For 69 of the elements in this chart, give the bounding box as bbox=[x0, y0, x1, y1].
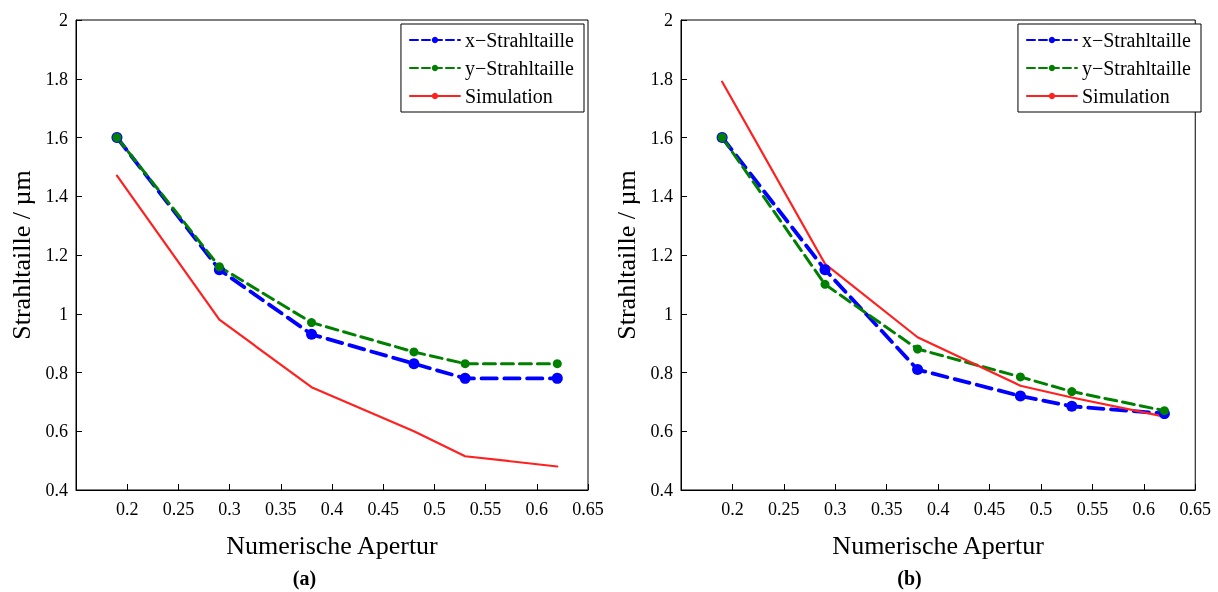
y-axis-title: Strahltaille / µm bbox=[611, 170, 641, 340]
y-tick-label: 1 bbox=[59, 303, 68, 324]
point bbox=[1067, 387, 1077, 397]
x-tick-label: 0.2 bbox=[721, 499, 744, 519]
x-tick-label: 0.45 bbox=[367, 499, 399, 519]
point bbox=[913, 344, 923, 354]
x-tick-label: 0.25 bbox=[768, 499, 800, 519]
x-tick-label: 0.6 bbox=[525, 499, 549, 519]
y-tick-label: 1.4 bbox=[650, 186, 673, 207]
x-tick-label: 0.4 bbox=[320, 499, 344, 519]
x-tick-label: 0.3 bbox=[824, 499, 847, 519]
point bbox=[1066, 400, 1078, 412]
x-tick-label: 0.55 bbox=[1076, 499, 1109, 519]
text: (b) bbox=[897, 567, 922, 590]
x-tick-label: 0.35 bbox=[870, 499, 903, 519]
x-tick-label: 0.35 bbox=[265, 499, 297, 519]
x-axis-title: Numerische Apertur bbox=[832, 530, 1045, 560]
y-tick-label: 1.8 bbox=[45, 68, 68, 89]
y-tick-label: 1.6 bbox=[45, 127, 68, 148]
point bbox=[551, 372, 563, 384]
y-tick-label: 1.2 bbox=[45, 245, 68, 265]
y-tick-label: 1.6 bbox=[650, 127, 673, 148]
point bbox=[459, 372, 471, 384]
y-tick-label: 1.8 bbox=[650, 68, 673, 89]
point bbox=[820, 279, 830, 289]
legend-label: y−Strahltaille bbox=[1081, 57, 1192, 80]
line-series bbox=[115, 174, 559, 468]
y-tick-label: 0.6 bbox=[45, 421, 68, 442]
point bbox=[1159, 406, 1169, 416]
y-tick-label: 2 bbox=[59, 10, 68, 30]
legend-label: Simulation bbox=[1081, 85, 1170, 107]
x-tick-label: 0.65 bbox=[572, 499, 604, 519]
legend-label: x−Strahltaille bbox=[1081, 29, 1192, 51]
y-tick-label: 0.6 bbox=[650, 421, 673, 442]
point bbox=[1014, 390, 1026, 402]
point bbox=[409, 347, 419, 357]
point bbox=[1015, 372, 1025, 382]
point bbox=[214, 262, 224, 272]
x-tick-label: 0.65 bbox=[1179, 499, 1211, 519]
legend-label: y−Strahltaille bbox=[464, 57, 575, 80]
x-tick-label: 0.6 bbox=[1132, 499, 1156, 519]
x-tick-label: 0.2 bbox=[115, 499, 139, 519]
point bbox=[460, 359, 470, 369]
y-tick-label: 1.4 bbox=[45, 186, 68, 207]
x-axis-title: Numerische Apertur bbox=[226, 530, 439, 560]
x-tick-label: 0.25 bbox=[162, 499, 195, 519]
x-tick-label: 0.5 bbox=[423, 499, 446, 519]
y-axis-title: Strahltaille / µm bbox=[6, 170, 36, 340]
y-tick-label: 0.4 bbox=[45, 480, 68, 500]
y-tick-label: 0.8 bbox=[45, 362, 68, 383]
x-tick-label: 0.4 bbox=[926, 499, 950, 519]
x-tick-label: 0.5 bbox=[1029, 499, 1053, 519]
point bbox=[819, 264, 831, 276]
point bbox=[552, 359, 562, 369]
y-tick-label: 0.4 bbox=[650, 480, 673, 500]
x-tick-label: 0.45 bbox=[973, 499, 1006, 519]
text: (a) bbox=[292, 567, 317, 590]
legend-label: x−Strahltaille bbox=[464, 29, 575, 51]
y-tick-label: 1.2 bbox=[650, 245, 673, 265]
point bbox=[306, 328, 318, 340]
y-tick-label: 0.8 bbox=[650, 362, 673, 383]
x-tick-label: 0.3 bbox=[218, 499, 241, 519]
point bbox=[408, 358, 420, 370]
x-tick-label: 0.55 bbox=[469, 499, 502, 519]
legend-label: Simulation bbox=[464, 85, 553, 107]
point bbox=[307, 318, 317, 328]
y-tick-label: 2 bbox=[664, 10, 673, 30]
y-tick-label: 1 bbox=[664, 303, 673, 324]
point bbox=[912, 364, 924, 376]
